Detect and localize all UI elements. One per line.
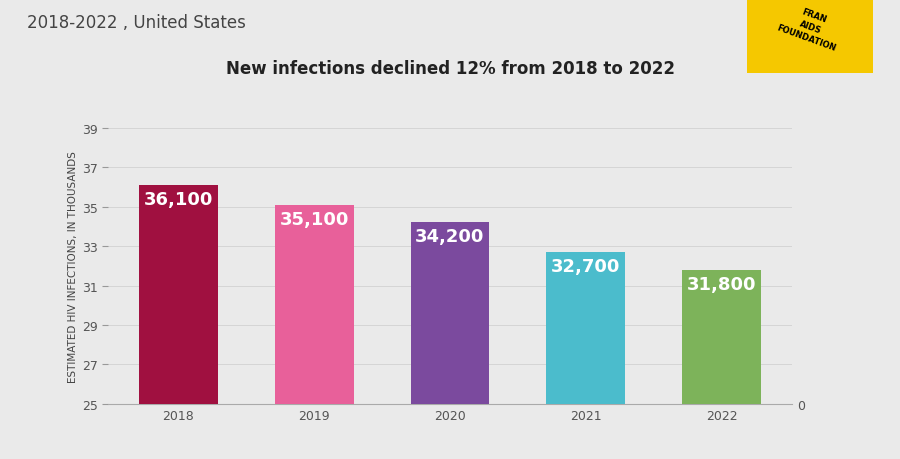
Text: 32,700: 32,700 xyxy=(551,257,620,275)
Text: 31,800: 31,800 xyxy=(687,275,756,293)
Bar xyxy=(410,223,490,404)
Text: 36,100: 36,100 xyxy=(144,190,213,208)
Text: 34,200: 34,200 xyxy=(415,228,485,246)
Bar xyxy=(274,205,354,404)
Text: 35,100: 35,100 xyxy=(280,210,349,228)
Bar xyxy=(546,252,625,404)
Bar xyxy=(140,185,218,404)
Bar xyxy=(682,270,760,404)
Text: 2018-2022 , United States: 2018-2022 , United States xyxy=(27,14,246,32)
Text: New infections declined 12% from 2018 to 2022: New infections declined 12% from 2018 to… xyxy=(226,60,674,78)
Y-axis label: ESTIMATED HIV INFECTIONS, IN THOUSANDS: ESTIMATED HIV INFECTIONS, IN THOUSANDS xyxy=(68,151,78,382)
Text: FRAN
AIDS
FOUNDATION: FRAN AIDS FOUNDATION xyxy=(775,2,845,53)
